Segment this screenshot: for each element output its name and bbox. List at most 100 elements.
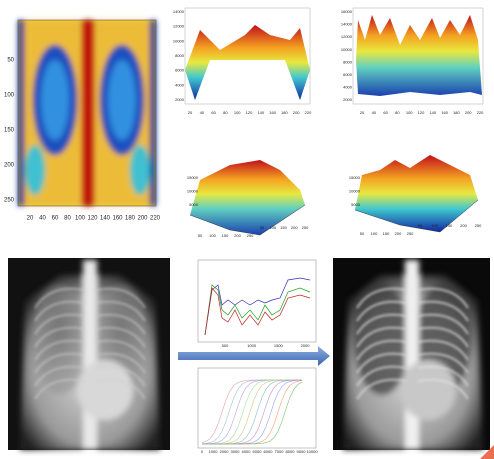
rib [356, 352, 407, 374]
x-tick-label: 2000 [301, 343, 311, 348]
rib [34, 352, 85, 374]
y-tick-label: 12000 [173, 24, 185, 29]
x-tick-label: 50 [418, 223, 423, 228]
x-tick-label: 20 [360, 110, 365, 115]
x-tick-label: 160 [112, 216, 123, 222]
y-tick-label: 14000 [341, 22, 353, 27]
x-tick-label: 220 [150, 216, 161, 222]
rib [34, 365, 85, 387]
y-tick-label: 8000 [343, 59, 353, 64]
y-tick-label: 5000 [189, 202, 199, 207]
x-tick-label: 250 [475, 223, 482, 228]
x-tick-label: 100 [269, 225, 276, 230]
x-tick-label: 2000 [220, 449, 230, 454]
surface-3d-left [189, 160, 306, 236]
profile-chart [197, 259, 317, 343]
rib [95, 365, 146, 387]
x-tick-label: 6000 [264, 449, 274, 454]
y-tick-label: 10000 [187, 189, 199, 194]
y-tick-label: 8000 [175, 53, 185, 58]
rib [95, 300, 146, 322]
x-tick-label: 4000 [242, 449, 252, 454]
x-tick-label: 100 [234, 110, 241, 115]
x-tick-label: 1500 [274, 343, 284, 348]
rib [34, 313, 85, 335]
x-tick-label: 100 [431, 223, 438, 228]
x-tick-label: 1000 [247, 343, 257, 348]
x-tick-label: 140 [100, 216, 111, 222]
x-tick-label: 250 [407, 231, 414, 236]
x-tick-label: 220 [477, 110, 484, 115]
x-tick-label: 200 [395, 231, 402, 236]
rib [356, 287, 407, 309]
rib [356, 378, 407, 400]
rib [417, 352, 469, 374]
surface-top-left [184, 7, 311, 105]
rib [34, 326, 85, 348]
x-tick-label: 9000 [297, 449, 307, 454]
x-tick-label: 250 [302, 225, 309, 230]
x-tick-label: 100 [406, 110, 413, 115]
rib [356, 326, 407, 348]
arrow [178, 346, 330, 366]
y-tick-label: 10000 [173, 38, 185, 43]
y-tick-label: 5000 [351, 202, 361, 207]
x-tick-label: 220 [305, 110, 312, 115]
x-tick-label: 160 [269, 110, 276, 115]
rib [417, 365, 469, 387]
x-tick-label: 5000 [253, 449, 263, 454]
x-tick-label: 40 [39, 216, 46, 222]
x-tick-label: 150 [222, 233, 229, 238]
x-tick-label: 80 [395, 110, 400, 115]
y-tick-label: 15000 [349, 175, 361, 180]
x-tick-label: 20 [188, 110, 193, 115]
x-tick-label: 8000 [286, 449, 296, 454]
y-tick-label: 10000 [349, 189, 361, 194]
x-tick-label: 60 [52, 216, 59, 222]
x-tick-label: 200 [293, 110, 300, 115]
x-tick-label: 180 [281, 110, 288, 115]
x-tick-label: 150 [446, 223, 453, 228]
y-tick-label: 4000 [175, 82, 185, 87]
y-tick-label: 4000 [343, 84, 353, 89]
y-tick-label: 12000 [341, 34, 353, 39]
x-tick-label: 1000 [209, 449, 219, 454]
x-tick-label: 120 [87, 216, 98, 222]
rib [417, 378, 469, 400]
x-tick-label: 80 [64, 216, 71, 222]
x-tick-label: 250 [247, 233, 254, 238]
y-tick-label: 200 [4, 163, 15, 169]
rib [356, 365, 407, 387]
y-tick-label: 15000 [187, 175, 199, 180]
y-tick-label: 16000 [341, 9, 353, 14]
x-tick-label: 180 [125, 216, 136, 222]
xray-original [8, 258, 170, 450]
surface-top-right [352, 7, 484, 105]
x-tick-label: 3000 [231, 449, 241, 454]
x-tick-label: 200 [465, 110, 472, 115]
curve [202, 381, 303, 445]
rib [356, 313, 407, 335]
x-tick-label: 50 [360, 231, 365, 236]
x-tick-label: 140 [429, 110, 436, 115]
rib [356, 300, 407, 322]
x-tick-label: 200 [460, 223, 467, 228]
rib [356, 339, 407, 361]
x-tick-label: 500 [222, 343, 229, 348]
x-tick-label: 160 [441, 110, 448, 115]
rib [417, 326, 469, 348]
x-tick-label: 7000 [275, 449, 285, 454]
surface-3d-right [354, 155, 479, 233]
y-tick-label: 2000 [343, 97, 353, 102]
y-tick-label: 250 [4, 198, 15, 204]
rib [95, 339, 146, 361]
x-tick-label: 0 [201, 449, 204, 454]
x-tick-label: 80 [223, 110, 228, 115]
rib [95, 352, 146, 374]
x-tick-label: 50 [198, 233, 203, 238]
rib [34, 287, 85, 309]
x-tick-label: 20 [27, 216, 34, 222]
x-tick-label: 50 [260, 225, 265, 230]
rib [34, 300, 85, 322]
